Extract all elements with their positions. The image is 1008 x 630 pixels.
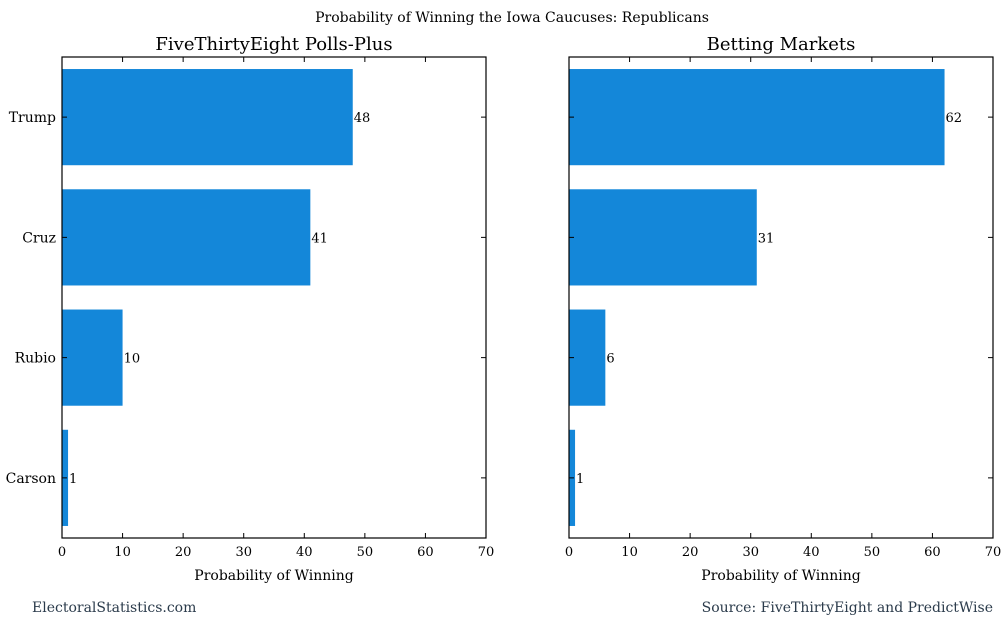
bar-value-label: 48 xyxy=(354,111,371,126)
x-tick-label: 10 xyxy=(621,545,638,560)
bar-cruz xyxy=(569,189,757,286)
bar-rubio xyxy=(569,309,606,406)
x-axis-label: Probability of Winning xyxy=(194,568,353,584)
x-tick-label: 70 xyxy=(478,545,495,560)
category-label-cruz: Cruz xyxy=(22,230,56,246)
bar-cruz xyxy=(62,189,311,286)
bar-value-label: 1 xyxy=(576,472,584,487)
x-tick-label: 50 xyxy=(864,545,881,560)
x-tick-label: 40 xyxy=(296,545,313,560)
x-tick-label: 60 xyxy=(417,545,434,560)
bar-value-label: 31 xyxy=(758,231,775,246)
x-tick-label: 40 xyxy=(803,545,820,560)
bar-trump xyxy=(569,69,945,166)
x-tick-label: 30 xyxy=(235,545,252,560)
source-credit: Source: FiveThirtyEight and PredictWise xyxy=(701,600,993,616)
x-tick-label: 0 xyxy=(58,545,66,560)
bar-value-label: 62 xyxy=(946,111,963,126)
x-tick-label: 30 xyxy=(742,545,759,560)
category-label-rubio: Rubio xyxy=(15,351,56,367)
bar-value-label: 41 xyxy=(311,231,328,246)
x-axis-label: Probability of Winning xyxy=(701,568,860,584)
x-tick-label: 0 xyxy=(565,545,573,560)
bar-rubio xyxy=(62,309,123,406)
panel-title: FiveThirtyEight Polls-Plus xyxy=(155,34,392,55)
x-tick-label: 20 xyxy=(175,545,192,560)
x-tick-label: 70 xyxy=(985,545,1002,560)
bar-value-label: 10 xyxy=(124,352,141,367)
bar-value-label: 1 xyxy=(69,472,77,487)
chart-panel-polls-plus: FiveThirtyEight Polls-Plus 48 Trump 41 Cruz 1… xyxy=(6,34,495,584)
panel-title: Betting Markets xyxy=(707,34,856,55)
axes-frame xyxy=(61,56,487,539)
category-label-trump: Trump xyxy=(9,110,56,126)
x-tick-label: 10 xyxy=(114,545,131,560)
bar-trump xyxy=(62,69,353,166)
x-tick-label: 60 xyxy=(924,545,941,560)
figure-suptitle: Probability of Winning the Iowa Caucuses… xyxy=(315,10,709,26)
site-credit: ElectoralStatistics.com xyxy=(32,600,197,616)
bar-value-label: 6 xyxy=(606,352,614,367)
category-label-carson: Carson xyxy=(6,471,56,487)
x-tick-label: 20 xyxy=(682,545,699,560)
x-tick-label: 50 xyxy=(357,545,374,560)
axes-frame xyxy=(568,56,994,539)
